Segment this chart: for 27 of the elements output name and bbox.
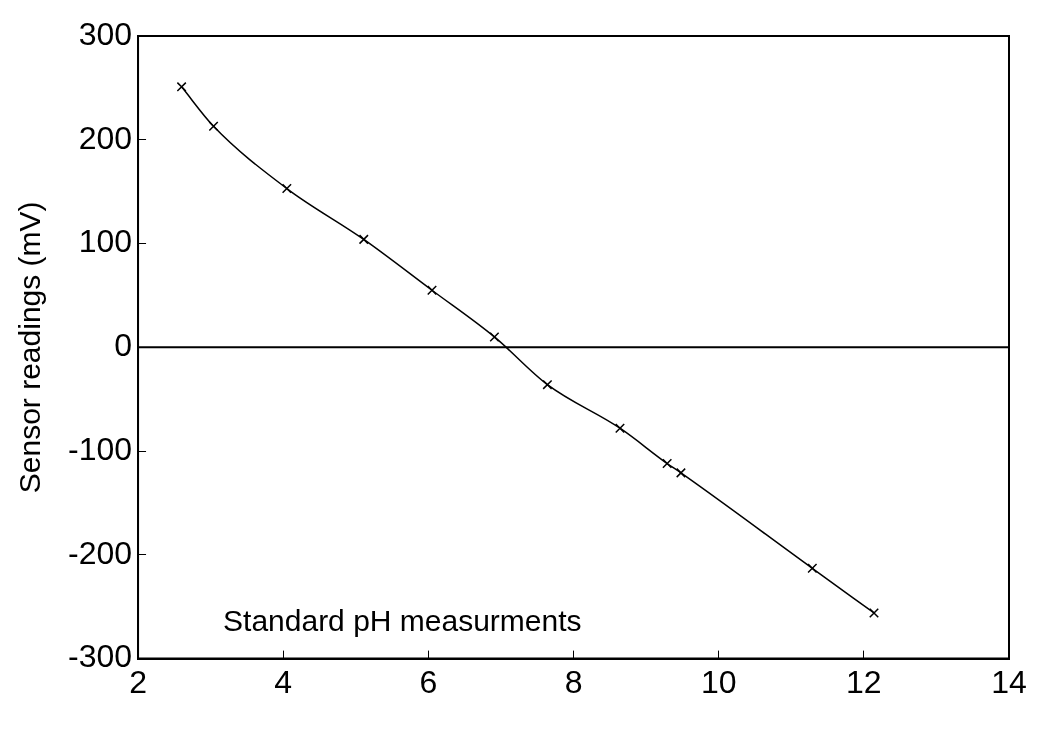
point <box>614 423 625 434</box>
point <box>281 183 292 194</box>
y-tick-label: 300 <box>78 15 133 52</box>
y-axis-title: Sensor readings (mV) <box>13 201 47 494</box>
x-tick-label: 2 <box>129 663 147 700</box>
x-tick-label: 6 <box>419 663 438 700</box>
point <box>176 81 187 92</box>
point <box>675 467 686 478</box>
x-tick-label: 14 <box>991 663 1027 700</box>
point <box>662 458 673 469</box>
point <box>869 607 879 618</box>
point <box>542 379 553 390</box>
y-tick-label: 100 <box>78 223 133 260</box>
x-tick-label: 12 <box>846 663 882 700</box>
point <box>427 285 437 296</box>
x-tick-label: 4 <box>274 663 293 700</box>
x-tick-label: 10 <box>700 663 737 700</box>
point <box>358 234 369 245</box>
point <box>489 331 500 342</box>
point <box>807 563 818 574</box>
y-tick-label: -100 <box>68 430 133 467</box>
x-axis-title: Standard pH measurments <box>223 603 582 637</box>
y-tick-label: -200 <box>68 534 133 571</box>
point <box>208 121 219 132</box>
y-tick-label: 0 <box>114 327 133 364</box>
y-tick-label: 200 <box>78 119 133 156</box>
x-tick-label: 8 <box>564 663 583 700</box>
